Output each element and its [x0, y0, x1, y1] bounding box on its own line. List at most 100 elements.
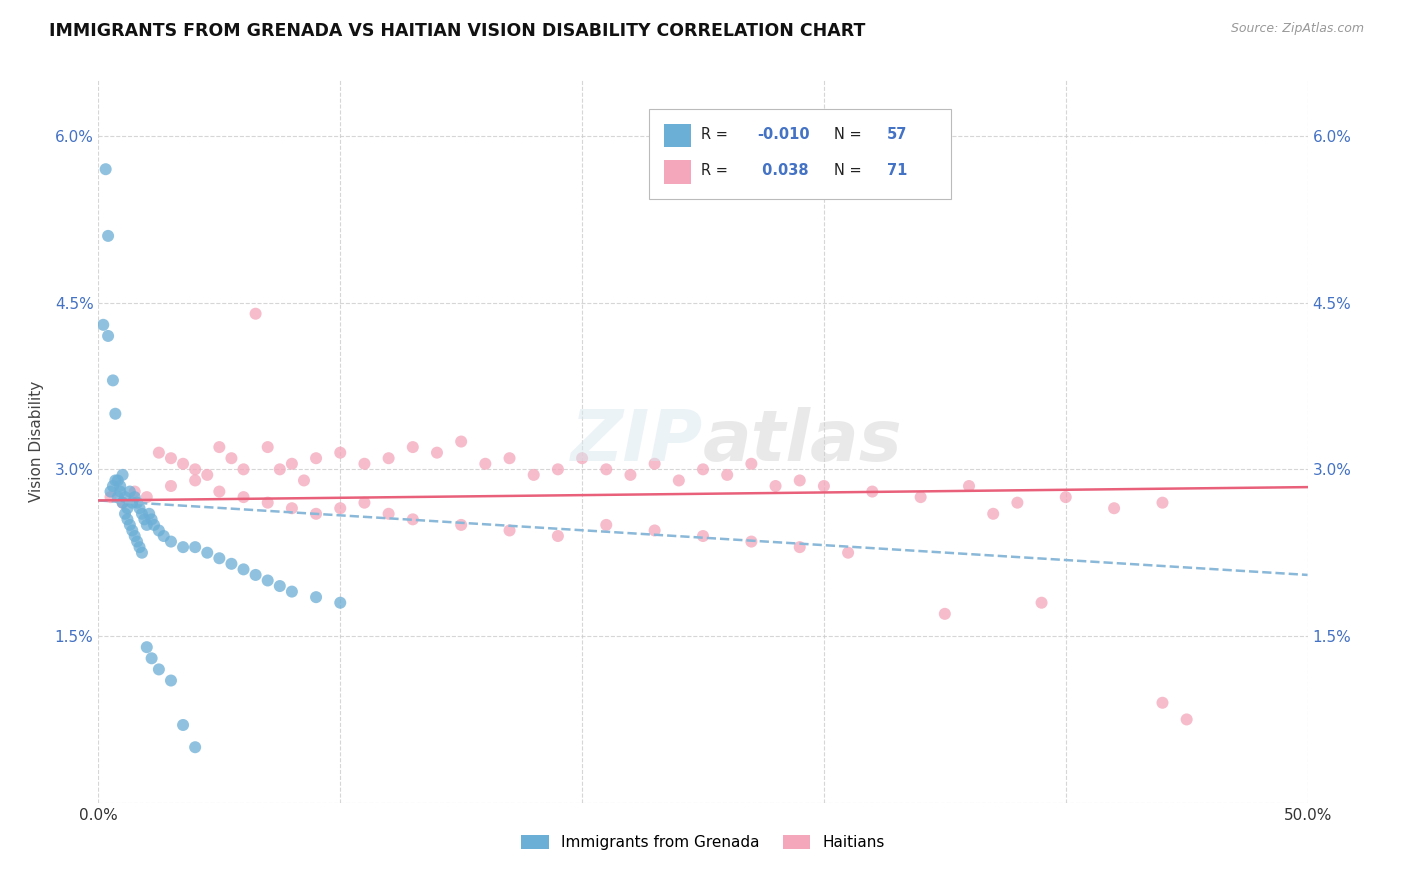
- Text: atlas: atlas: [703, 407, 903, 476]
- Point: [124, 490, 146, 504]
- Point: [172, 540, 194, 554]
- Point: [860, 484, 883, 499]
- Point: [131, 546, 153, 560]
- Point: [426, 445, 449, 459]
- Point: [402, 512, 425, 526]
- Point: [135, 640, 157, 655]
- Y-axis label: Vision Disability: Vision Disability: [28, 381, 44, 502]
- Text: IMMIGRANTS FROM GRENADA VS HAITIAN VISION DISABILITY CORRELATION CHART: IMMIGRANTS FROM GRENADA VS HAITIAN VISIO…: [49, 22, 866, 40]
- Point: [124, 484, 146, 499]
- Point: [232, 490, 254, 504]
- Point: [160, 451, 183, 466]
- Point: [101, 373, 124, 387]
- Point: [305, 451, 328, 466]
- Point: [94, 162, 117, 177]
- Point: [1054, 490, 1077, 504]
- FancyBboxPatch shape: [648, 109, 950, 200]
- Point: [668, 474, 690, 488]
- Point: [281, 457, 304, 471]
- Text: N =: N =: [834, 163, 866, 178]
- Point: [450, 517, 472, 532]
- Text: -0.010: -0.010: [758, 127, 810, 142]
- Point: [619, 467, 641, 482]
- Point: [740, 534, 762, 549]
- Point: [100, 490, 122, 504]
- Text: ZIP: ZIP: [571, 407, 703, 476]
- Point: [221, 557, 243, 571]
- Point: [547, 462, 569, 476]
- Legend: Immigrants from Grenada, Haitians: Immigrants from Grenada, Haitians: [515, 830, 891, 856]
- Point: [523, 467, 546, 482]
- Point: [114, 490, 136, 504]
- Point: [498, 524, 520, 538]
- Point: [1007, 496, 1029, 510]
- Point: [104, 407, 127, 421]
- Point: [377, 451, 399, 466]
- Point: [571, 451, 593, 466]
- Point: [111, 496, 134, 510]
- Point: [402, 440, 425, 454]
- Point: [232, 462, 254, 476]
- FancyBboxPatch shape: [664, 124, 690, 147]
- Point: [141, 512, 163, 526]
- Point: [1031, 596, 1053, 610]
- Point: [1175, 713, 1198, 727]
- Point: [118, 517, 141, 532]
- Point: [91, 318, 114, 332]
- Point: [1102, 501, 1125, 516]
- Point: [160, 673, 183, 688]
- Point: [101, 479, 124, 493]
- Point: [256, 574, 278, 588]
- Point: [108, 484, 131, 499]
- Point: [107, 490, 129, 504]
- Point: [450, 434, 472, 449]
- Point: [329, 501, 352, 516]
- Point: [111, 496, 134, 510]
- Point: [141, 651, 163, 665]
- Point: [957, 479, 980, 493]
- Point: [184, 540, 207, 554]
- Point: [1152, 496, 1174, 510]
- Point: [281, 584, 304, 599]
- Point: [172, 718, 194, 732]
- Point: [127, 534, 149, 549]
- Point: [305, 590, 328, 604]
- Point: [124, 529, 146, 543]
- Point: [128, 540, 150, 554]
- Point: [108, 479, 131, 493]
- Point: [100, 484, 122, 499]
- Point: [595, 462, 617, 476]
- Point: [135, 517, 157, 532]
- Text: R =: R =: [700, 163, 733, 178]
- Point: [474, 457, 496, 471]
- Point: [111, 467, 134, 482]
- Point: [184, 740, 207, 755]
- Text: R =: R =: [700, 127, 733, 142]
- Point: [269, 579, 291, 593]
- Point: [184, 474, 207, 488]
- Point: [127, 496, 149, 510]
- Point: [118, 484, 141, 499]
- Point: [498, 451, 520, 466]
- Point: [160, 534, 183, 549]
- Point: [281, 501, 304, 516]
- Point: [104, 474, 127, 488]
- Point: [256, 496, 278, 510]
- Point: [107, 474, 129, 488]
- Text: 71: 71: [887, 163, 907, 178]
- Point: [716, 467, 738, 482]
- Point: [692, 529, 714, 543]
- Point: [121, 524, 143, 538]
- Point: [292, 474, 315, 488]
- Point: [740, 457, 762, 471]
- Point: [765, 479, 787, 493]
- Point: [1152, 696, 1174, 710]
- Point: [138, 507, 160, 521]
- Point: [789, 474, 811, 488]
- Point: [377, 507, 399, 521]
- Point: [256, 440, 278, 454]
- Point: [232, 562, 254, 576]
- Point: [97, 228, 120, 243]
- Point: [329, 596, 352, 610]
- Point: [134, 512, 156, 526]
